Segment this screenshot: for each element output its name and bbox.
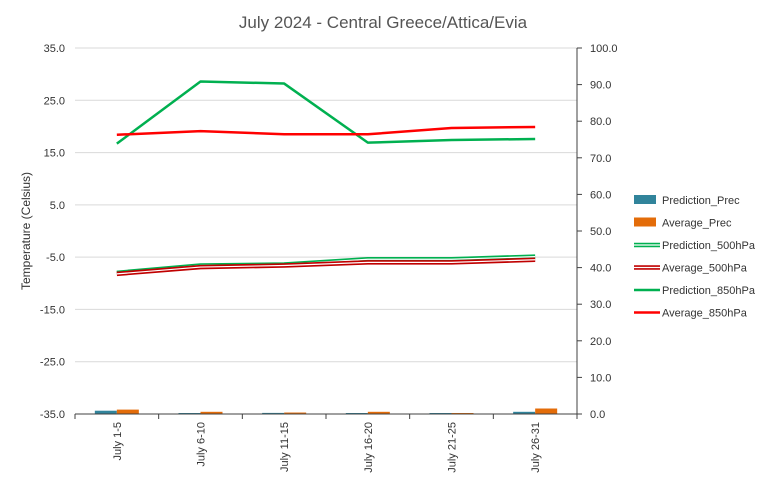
y2-tick-label: 50.0	[590, 226, 611, 238]
y-tick-label: -15.0	[40, 304, 65, 316]
y2-tick-label: 0.0	[590, 409, 605, 421]
bar	[200, 411, 223, 414]
legend-label: Average_850hPa	[662, 308, 748, 320]
y-tick-label: -35.0	[40, 409, 65, 421]
y2-tick-label: 20.0	[590, 336, 611, 348]
y2-tick-label: 60.0	[590, 189, 611, 201]
x-tick-label: July 11-15	[279, 422, 291, 472]
y2-tick-label: 10.0	[590, 372, 611, 384]
gridlines	[75, 47, 577, 415]
bar	[94, 410, 117, 414]
bar	[535, 408, 558, 414]
y-tick-label: 25.0	[44, 95, 65, 107]
series-line	[116, 80, 536, 145]
bar-series-group	[94, 408, 558, 414]
y2-tick-label: 100.0	[590, 43, 618, 55]
y-axis-title: Temperature (Celsius)	[19, 172, 33, 290]
x-tick-label: July 26-31	[530, 422, 542, 473]
legend-label: Average_500hPa	[662, 263, 748, 275]
legend-label: Average_Prec	[662, 218, 732, 230]
y2-tick-label: 30.0	[590, 299, 611, 311]
legend-swatch	[634, 217, 656, 227]
chart-title: July 2024 - Central Greece/Attica/Evia	[239, 13, 528, 32]
x-tick-label: July 21-25	[447, 422, 459, 473]
bar	[513, 411, 536, 414]
y2-tick-label: 40.0	[590, 263, 611, 275]
y-tick-label: -5.0	[46, 252, 65, 264]
y-tick-label: 35.0	[44, 43, 65, 55]
bar	[116, 409, 139, 414]
legend-label: Prediction_850hPa	[662, 285, 756, 297]
y-tick-label: 15.0	[44, 148, 65, 160]
legend: Prediction_Prec Average_Prec Prediction_50…	[634, 195, 756, 320]
y-tick-label: 5.0	[50, 200, 65, 212]
legend-swatch	[634, 195, 656, 204]
series-line-inner	[116, 259, 536, 275]
bar	[284, 412, 307, 414]
series-line	[116, 125, 536, 137]
y2-tick-label: 90.0	[590, 80, 611, 92]
y-tick-label: -25.0	[40, 357, 65, 369]
legend-label: Prediction_Prec	[662, 195, 740, 207]
x-tick-label: July 6-10	[196, 422, 208, 467]
legend-label: Prediction_500hPa	[662, 240, 756, 252]
axes: 35.0 25.0 15.0 5.0 -5.0 -15.0 -25.0 -35.0 100.0 9…	[40, 43, 618, 473]
bar	[262, 412, 285, 414]
x-tick-label: July 1-5	[112, 422, 124, 461]
y2-tick-label: 70.0	[590, 153, 611, 165]
bar	[367, 411, 390, 414]
y2-tick-label: 80.0	[590, 116, 611, 128]
x-tick-label: July 16-20	[363, 422, 375, 473]
line-series-group	[116, 80, 536, 277]
